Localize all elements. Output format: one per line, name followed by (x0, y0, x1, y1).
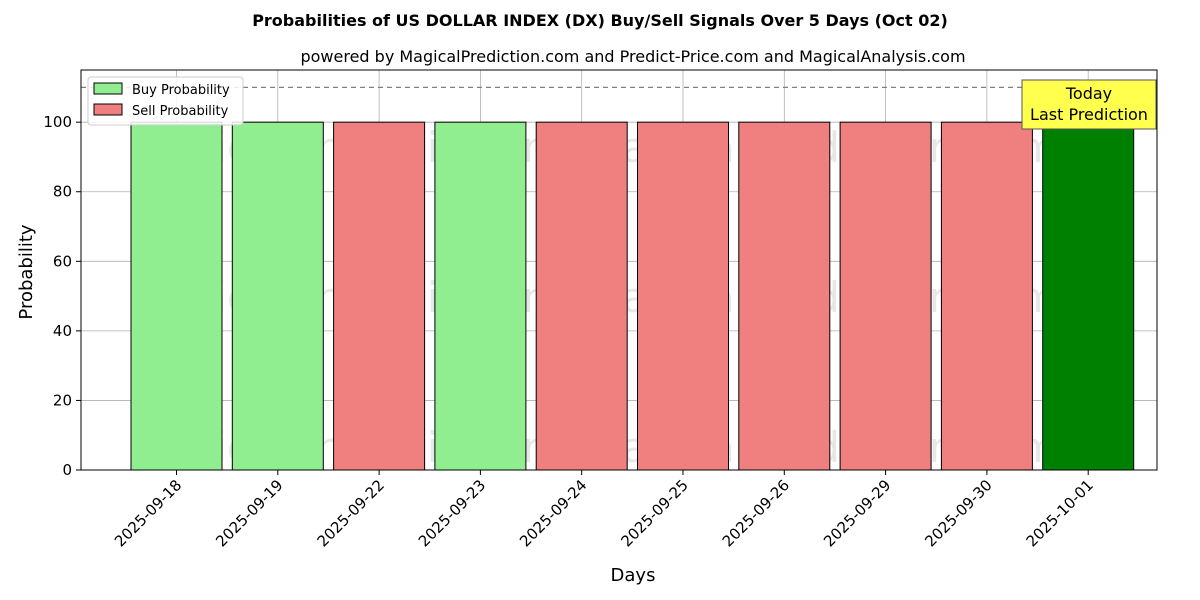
bar-buy-2025-09-19 (231, 121, 324, 471)
y-axis-label: Probability (16, 224, 37, 319)
chart-subtitle: powered by MagicalPrediction.com and Pre… (300, 47, 965, 66)
bar-sell-2025-09-26 (738, 121, 831, 471)
bar-sell-2025-09-22 (333, 121, 426, 471)
legend-sell-swatch (93, 103, 123, 116)
legend-buy-label: Buy Probability (132, 83, 230, 98)
bar-sell-2025-09-25 (637, 121, 729, 471)
legend: Buy Probability Sell Probability (87, 76, 244, 126)
bar-sell-2025-09-29 (839, 121, 932, 471)
y-tick-label: 20 (53, 391, 72, 409)
today-annotation: Today Last Prediction (1021, 79, 1157, 130)
y-tick-label: 60 (53, 252, 72, 270)
bar-sell-2025-09-30 (940, 121, 1033, 471)
plot-frame (80, 69, 1158, 471)
x-tick-label: 2025-09-25 (617, 476, 691, 550)
bar-buy-2025-09-18 (130, 121, 223, 471)
chart-title: Probabilities of US DOLLAR INDEX (DX) Bu… (252, 11, 948, 30)
today-annotation-box (1021, 79, 1157, 130)
legend-box (87, 76, 244, 126)
legend-sell-label: Sell Probability (132, 104, 229, 119)
x-tick-label: 2025-09-30 (921, 476, 995, 550)
bar-buy-2025-10-01 (1042, 121, 1135, 471)
bar-sell-2025-09-24 (535, 121, 628, 471)
x-tick-label: 2025-09-24 (516, 476, 590, 550)
x-tick-label: 2025-09-22 (314, 476, 388, 550)
x-tick-label: 2025-09-26 (719, 476, 793, 550)
y-tick-label: 40 (53, 322, 72, 340)
x-tick-label: 2025-09-29 (820, 476, 894, 550)
today-annotation-line2: Last Prediction (1030, 105, 1148, 124)
x-tick-label: 2025-09-18 (111, 476, 185, 550)
x-tick-label: 2025-10-01 (1023, 476, 1097, 550)
x-tick-label: 2025-09-19 (212, 476, 286, 550)
bars-layer (130, 121, 1135, 471)
y-tick-label: 100 (43, 113, 72, 131)
bar-buy-2025-09-23 (434, 121, 527, 471)
today-annotation-line1: Today (1065, 84, 1112, 103)
x-tick-label: 2025-09-23 (415, 476, 489, 550)
y-tick-label: 80 (53, 183, 72, 201)
legend-buy-swatch (93, 82, 123, 95)
x-axis-label: Days (611, 565, 656, 586)
y-tick-label: 0 (62, 461, 72, 479)
